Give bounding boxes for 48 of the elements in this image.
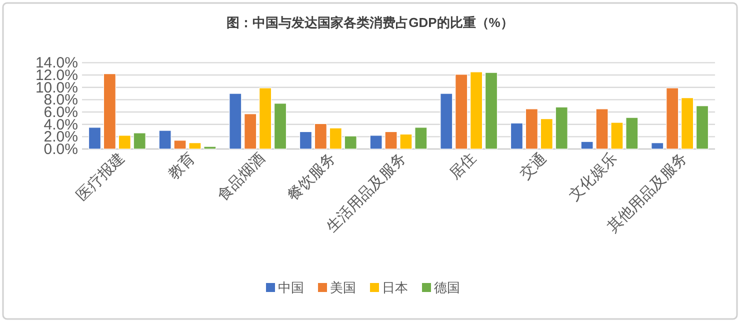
x-tick-label: 食品烟酒 — [214, 150, 269, 204]
legend-label: 美国 — [330, 280, 356, 295]
bar — [596, 108, 608, 150]
bar — [525, 108, 538, 150]
bar — [118, 135, 131, 150]
bar — [580, 141, 594, 150]
bar — [204, 146, 216, 150]
bar — [259, 88, 272, 150]
x-tick-label: 教育 — [165, 150, 198, 184]
bar — [384, 131, 398, 150]
bar — [274, 103, 287, 150]
bar — [696, 106, 709, 150]
x-tick-label: 交通 — [516, 150, 550, 184]
bar — [158, 130, 172, 150]
x-tick-label: 居住 — [447, 150, 480, 184]
bar — [414, 127, 428, 150]
bar — [484, 72, 498, 150]
bar — [188, 142, 202, 150]
bar — [440, 93, 453, 150]
bar — [666, 88, 679, 150]
bar — [510, 122, 524, 150]
bar — [344, 136, 357, 150]
bar — [314, 123, 327, 150]
x-tick-label: 餐饮服务 — [284, 150, 339, 204]
bar — [103, 73, 116, 150]
bar — [133, 132, 146, 150]
bar — [229, 93, 242, 150]
bar — [88, 127, 102, 150]
legend-label: 中国 — [278, 280, 304, 295]
bar — [329, 128, 342, 150]
bar — [400, 134, 412, 150]
bar — [651, 142, 664, 150]
bar — [610, 122, 624, 150]
bar — [626, 117, 638, 150]
y-tick-label: 0.0% — [44, 141, 78, 158]
legend-label: 德国 — [434, 280, 460, 295]
legend-label: 日本 — [382, 280, 408, 295]
bar — [299, 131, 312, 150]
bar — [681, 98, 694, 150]
bar — [244, 114, 257, 150]
bar — [470, 72, 483, 150]
bar — [540, 118, 553, 150]
x-tick-label: 文化娱乐 — [566, 150, 620, 204]
chart-title: 图：中国与发达国家各类消费占GDP的比重（%） — [226, 15, 514, 30]
bar — [555, 106, 568, 150]
bar — [370, 135, 382, 150]
bar — [455, 74, 468, 150]
bar — [174, 140, 186, 150]
